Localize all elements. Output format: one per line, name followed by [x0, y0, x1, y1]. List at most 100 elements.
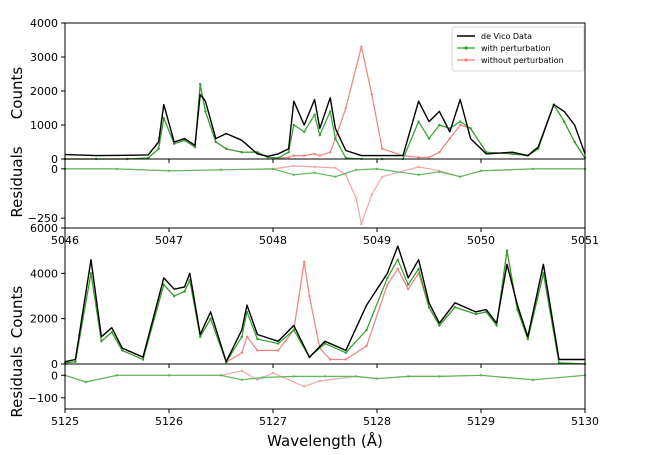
- with-perturbation-point: [199, 335, 202, 338]
- with-perturbation-point: [74, 360, 77, 363]
- y-tick-label: −100: [28, 392, 58, 405]
- without-perturbation-point: [417, 156, 420, 159]
- bottom-residuals-panel: 0 −100 5125 5126 5127 5128 5129 5130: [28, 363, 599, 428]
- with-perturbation-point: [542, 272, 545, 275]
- without-perturbation-residual-line-g-bot-res: [64, 370, 586, 388]
- without-perturbation-point: [303, 260, 306, 264]
- with-perturbation-point: [100, 340, 103, 343]
- y-tick-label: 2000: [30, 313, 58, 326]
- y-tick-label: 1000: [30, 119, 58, 132]
- without-perturbation-residual-point: [360, 222, 363, 226]
- y-tick-label: 3000: [30, 51, 58, 64]
- legend-marker-without-perturbation: [464, 58, 468, 62]
- without-perturbation-point: [344, 106, 347, 110]
- with-perturbation-point: [438, 123, 441, 127]
- with-perturbation-point: [329, 110, 332, 113]
- without-perturbation-point: [360, 45, 363, 48]
- with-perturbation-residual-point: [84, 380, 88, 384]
- with-perturbation-point: [495, 324, 498, 327]
- with-perturbation-residual-point: [167, 374, 171, 377]
- top-counts-ylabel: Counts: [8, 67, 26, 120]
- with-perturbation-point: [318, 134, 321, 137]
- with-perturbation-point: [209, 317, 212, 320]
- legend-entry-data: de Vico Data: [481, 32, 532, 41]
- with-perturbation-residual-point: [375, 377, 379, 380]
- axis-labels: Counts Residuals Counts Residuals Wavele…: [8, 67, 383, 450]
- without-perturbation-point: [245, 335, 249, 338]
- with-perturbation-residual-point: [459, 175, 462, 178]
- with-perturbation-point: [469, 127, 472, 130]
- with-perturbation-point: [417, 120, 420, 123]
- with-perturbation-residual-point: [323, 375, 327, 378]
- with-perturbation-point: [204, 110, 207, 113]
- without-perturbation-point: [329, 151, 332, 154]
- without-perturbation-point: [381, 147, 384, 150]
- without-perturbation-point: [292, 154, 295, 157]
- x-tick-label: 5126: [155, 415, 183, 428]
- with-perturbation-residual-point: [479, 374, 483, 377]
- x-tick-label: 5129: [467, 415, 495, 428]
- with-perturbation-residual-point: [115, 167, 119, 171]
- with-perturbation-point: [225, 147, 228, 150]
- with-perturbation-residual-point: [115, 374, 119, 377]
- with-perturbation-point: [526, 337, 529, 341]
- without-perturbation-residual-point: [271, 371, 275, 375]
- with-perturbation-residual-point: [219, 374, 223, 377]
- y-tick-label: 2000: [30, 85, 58, 98]
- with-perturbation-point: [110, 331, 114, 334]
- with-perturbation-point: [183, 290, 186, 293]
- y-tick-label: 0: [51, 358, 58, 371]
- x-axis-label: Wavelength (Å): [267, 431, 383, 450]
- with-perturbation-residual-point: [438, 375, 441, 378]
- de-vico-data-line-g-top-counts: [64, 93, 586, 158]
- y-tick-label: 0: [51, 153, 58, 166]
- without-perturbation-residual-point: [292, 164, 295, 168]
- with-perturbation-point: [173, 142, 176, 145]
- with-perturbation-point: [505, 249, 509, 252]
- de-vico-data-line-g-bot-counts: [64, 245, 585, 363]
- y-tick-label: 6000: [30, 222, 58, 235]
- with-perturbation-point: [573, 140, 576, 144]
- bottom-counts-panel: 0 2000 4000 6000: [30, 222, 587, 371]
- with-perturbation-point: [240, 335, 243, 338]
- with-perturbation-point: [141, 358, 145, 361]
- with-perturbation-point: [121, 349, 124, 352]
- x-tick-label: 5127: [259, 415, 287, 428]
- with-perturbation-point: [277, 342, 280, 345]
- y-tick-label: 0: [51, 369, 58, 382]
- legend-marker-with-perturbation: [464, 46, 468, 50]
- x-tick-label: 5130: [571, 415, 599, 428]
- with-perturbation-point: [407, 283, 410, 286]
- without-perturbation-residual-point: [240, 369, 243, 372]
- with-perturbation-point: [173, 294, 176, 298]
- with-perturbation-residual-point: [417, 173, 420, 176]
- legend-box: [451, 26, 585, 72]
- without-perturbation-residual-point: [303, 385, 306, 388]
- without-perturbation-residual-point: [355, 197, 358, 200]
- without-perturbation-point: [365, 344, 368, 348]
- without-perturbation-residual-point: [381, 175, 384, 178]
- with-perturbation-point: [563, 120, 566, 123]
- with-perturbation-point: [292, 123, 295, 127]
- y-tick-label: −250: [28, 212, 58, 225]
- with-perturbation-point: [511, 152, 514, 156]
- without-perturbation-residual-point: [370, 193, 373, 196]
- x-tick-label: 5128: [363, 415, 391, 428]
- x-tick-label: 5049: [363, 234, 391, 247]
- without-perturbation-point: [396, 267, 399, 270]
- with-perturbation-residual-point: [261, 376, 264, 379]
- without-perturbation-point: [287, 156, 290, 159]
- legend: de Vico Data with perturbation without p…: [451, 26, 585, 72]
- with-perturbation-point: [303, 130, 306, 133]
- bottom-counts-ylabel: Counts: [8, 286, 26, 339]
- with-perturbation-point: [256, 337, 259, 341]
- without-perturbation-point: [407, 288, 410, 291]
- x-tick-label: 5050: [467, 234, 495, 247]
- without-perturbation-point: [277, 349, 280, 352]
- panel-frame: [64, 363, 586, 410]
- with-perturbation-point: [89, 272, 93, 275]
- with-perturbation-residual-point: [438, 170, 441, 173]
- without-perturbation-residual-point: [256, 378, 259, 381]
- with-perturbation-residual-point: [531, 167, 535, 171]
